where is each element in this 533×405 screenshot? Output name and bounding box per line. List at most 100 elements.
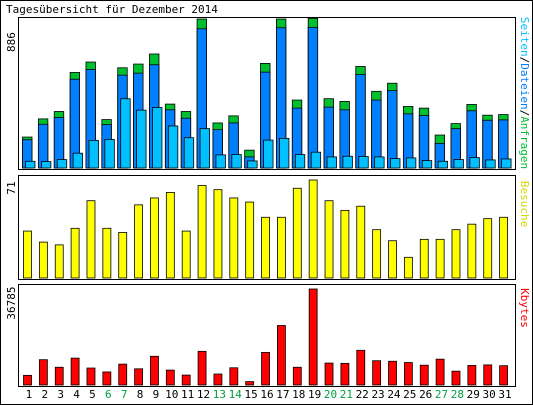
bar-seiten (25, 160, 36, 169)
bar-besuche (451, 229, 461, 279)
bar-kbytes (213, 373, 223, 386)
bar-seiten (152, 107, 163, 169)
chart-bars (22, 17, 512, 386)
bar-besuche (150, 197, 159, 279)
x-tick-label: 8 (137, 388, 144, 401)
bar-seiten (421, 160, 433, 169)
bar-kbytes (70, 357, 80, 386)
x-tick-label: 1 (26, 388, 33, 401)
x-tick-label: 22 (356, 388, 369, 401)
bar-dateien (418, 115, 430, 169)
bar-seiten (437, 160, 449, 169)
x-tick-label: 29 (467, 388, 480, 401)
bar-seiten (294, 154, 306, 169)
bar-kbytes (54, 366, 64, 386)
x-tick-label: 21 (340, 388, 353, 401)
x-tick-label: 13 (213, 388, 226, 401)
bar-seiten (453, 159, 464, 169)
bar-besuche (38, 241, 48, 279)
bar-seiten (136, 109, 147, 169)
x-tick-label: 2 (41, 388, 48, 401)
bar-seiten (310, 151, 322, 169)
bar-seiten (374, 156, 385, 169)
bar-seiten (501, 158, 512, 169)
bar-besuche (356, 205, 366, 279)
bar-kbytes (499, 365, 509, 386)
legend-seiten: Seiten (518, 17, 531, 57)
bar-kbytes (292, 366, 302, 386)
bar-kbytes (261, 351, 270, 386)
legend-besuche: Besuche (518, 181, 531, 227)
bar-besuche (70, 227, 80, 279)
legend-anfragen: Anfragen (518, 116, 531, 169)
bar-kbytes (435, 358, 445, 386)
legend-sep-2: / (518, 110, 531, 117)
bar-seiten (469, 157, 480, 169)
bar-besuche (54, 244, 64, 279)
bar-besuche (324, 200, 334, 279)
x-tick-label: 27 (435, 388, 448, 401)
bar-seiten (405, 157, 417, 169)
bar-besuche (499, 216, 509, 279)
bar-seiten (247, 160, 258, 169)
legend-sep-1: / (518, 57, 531, 64)
bar-kbytes (229, 367, 239, 386)
bar-kbytes (150, 355, 159, 386)
x-axis-labels: 1 2 3 4 5 6 7 8 9 10 11 12 13 14 15 16 17 18 19 20 21 22 23 24 2… (26, 388, 512, 401)
bar-seiten (215, 154, 226, 169)
x-tick-label: 15 (244, 388, 257, 401)
bar-kbytes (324, 362, 334, 386)
bar-seiten (342, 155, 353, 169)
bar-besuche (403, 256, 413, 279)
bar-kbytes (165, 369, 175, 386)
bar-seiten (358, 156, 369, 169)
bar-seiten (231, 154, 242, 169)
x-tick-label: 14 (229, 388, 243, 401)
bar-besuche (340, 209, 350, 279)
x-tick-label: 4 (73, 388, 80, 401)
panel2-ymax-label: 71 (5, 181, 18, 194)
bar-seiten (120, 98, 131, 169)
bar-besuche (467, 223, 477, 279)
bar-kbytes (356, 349, 366, 386)
bar-kbytes (23, 374, 32, 386)
bar-besuche (165, 192, 175, 279)
bar-seiten (390, 158, 401, 169)
x-tick-label: 17 (276, 388, 289, 401)
bar-besuche (372, 229, 382, 279)
x-tick-label: 5 (89, 388, 96, 401)
x-tick-label: 7 (121, 388, 128, 401)
bar-kbytes (451, 370, 461, 386)
bar-besuche (213, 189, 223, 279)
bar-kbytes (118, 363, 128, 386)
x-tick-label: 9 (153, 388, 160, 401)
bar-seiten (88, 140, 99, 169)
bar-kbytes (388, 360, 397, 386)
bar-besuche (292, 187, 302, 279)
bar-kbytes (197, 350, 207, 386)
x-tick-label: 6 (105, 388, 112, 401)
bar-dateien (307, 27, 319, 169)
bar-besuche (197, 185, 207, 279)
x-tick-label: 28 (451, 388, 464, 401)
x-tick-label: 26 (419, 388, 432, 401)
chart-title: Tagesübersicht für Dezember 2014 (6, 3, 218, 16)
x-tick-label: 23 (371, 388, 384, 401)
panel1-ymax-label: 886 (5, 32, 18, 52)
x-tick-label: 12 (197, 388, 210, 401)
bar-kbytes (467, 365, 477, 386)
bar-besuche (86, 200, 96, 279)
bar-besuche (245, 201, 255, 279)
bar-seiten (279, 137, 290, 169)
bar-kbytes (308, 288, 318, 386)
bar-besuche (388, 240, 397, 279)
bar-seiten (104, 139, 115, 169)
bar-seiten (263, 139, 274, 169)
bar-besuche (261, 216, 270, 279)
x-tick-label: 11 (181, 388, 194, 401)
bar-seiten (167, 125, 179, 169)
bar-kbytes (419, 364, 429, 386)
x-tick-label: 25 (403, 388, 416, 401)
